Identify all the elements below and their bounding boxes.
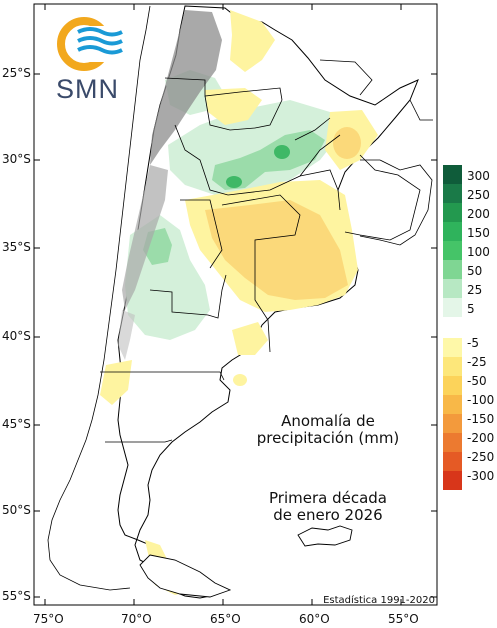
lon-label: 75°O — [33, 612, 64, 626]
annotation-title-line1: Anomalía de — [281, 412, 375, 430]
annotation-title-line2: precipitación (mm) — [256, 429, 400, 447]
legend-swatch — [443, 260, 462, 279]
legend-swatch — [443, 433, 462, 452]
logo-text: SMN — [56, 74, 119, 104]
tierra-del-fuego — [139, 554, 232, 598]
lon-label: 55°O — [388, 612, 419, 626]
statistics-footer: Estadística 1991-2020 — [323, 595, 435, 606]
legend-swatch — [443, 452, 462, 471]
legend-label: 5 — [467, 302, 475, 316]
logo-wave-3 — [77, 45, 123, 55]
annotation-period-line2: de enero 2026 — [273, 506, 383, 524]
dry-region-pampas-mid — [205, 200, 348, 300]
lon-ticks — [44, 4, 402, 605]
legend-swatch — [443, 279, 462, 298]
legend-swatch — [443, 298, 462, 317]
dry-region-northeast — [230, 10, 275, 72]
wet-core-1 — [226, 176, 242, 188]
province-borders — [100, 77, 421, 443]
legend-swatch — [443, 184, 462, 203]
lon-label: 70°O — [121, 612, 152, 626]
legend-label: -250 — [467, 450, 495, 464]
dry-region-patagonia-2 — [100, 360, 132, 405]
dry-anomaly-areas — [100, 10, 378, 595]
lat-label: 25°S — [2, 66, 31, 80]
legend-swatch — [443, 395, 462, 414]
annotation-title: Anomalía de precipitación (mm) — [248, 413, 408, 447]
legend-swatch — [443, 203, 462, 222]
legend-label: 250 — [467, 188, 490, 202]
legend-label: -200 — [467, 431, 495, 445]
legend-label: -25 — [467, 355, 487, 369]
dry-region-patagonia — [232, 322, 268, 355]
legend-swatch — [443, 357, 462, 376]
malvinas — [297, 525, 353, 547]
legend-swatch — [443, 241, 462, 260]
lat-label: 30°S — [2, 152, 31, 166]
smn-logo — [57, 17, 123, 71]
legend-label: -300 — [467, 469, 495, 483]
lon-label: 65°O — [210, 612, 241, 626]
dry-region-coast — [233, 374, 247, 386]
lat-label: 50°S — [2, 503, 31, 517]
legend-label: 300 — [467, 169, 490, 183]
dry-core-northeast — [333, 127, 361, 159]
legend-swatch — [443, 414, 462, 433]
legend-swatch — [443, 338, 462, 357]
lat-label: 55°S — [2, 589, 31, 603]
legend-label: -150 — [467, 412, 495, 426]
legend-swatch — [443, 222, 462, 241]
legend-label: 200 — [467, 207, 490, 221]
logo-wave-2 — [77, 36, 123, 46]
annotation-period-line1: Primera década — [269, 489, 387, 507]
legend-label: 150 — [467, 226, 490, 240]
terrain-mid — [122, 165, 168, 310]
chile-outline — [47, 5, 151, 591]
lat-label: 40°S — [2, 329, 31, 343]
wet-core-2 — [274, 145, 290, 159]
legend-swatch — [443, 165, 462, 184]
lat-ticks — [34, 73, 437, 598]
lon-label: 60°O — [299, 612, 330, 626]
legend-label: 25 — [467, 283, 483, 297]
legend-swatch — [443, 471, 462, 490]
dry-region-northwest — [205, 88, 262, 125]
legend-label: 50 — [467, 264, 483, 278]
logo-wave-1 — [77, 27, 123, 37]
neighbour-borders — [319, 59, 433, 246]
legend-label: -50 — [467, 374, 487, 388]
annotation-period: Primera década de enero 2026 — [248, 490, 408, 524]
lat-label: 45°S — [2, 417, 31, 431]
legend-swatch — [443, 376, 462, 395]
terrain-south — [118, 310, 135, 360]
wet-region-center-mid — [212, 130, 325, 190]
wet-region-center — [168, 100, 340, 195]
legend-label: -100 — [467, 393, 495, 407]
legend-label: 100 — [467, 245, 490, 259]
terrain-north — [150, 10, 222, 165]
legend-label: -5 — [467, 336, 479, 350]
lat-label: 35°S — [2, 240, 31, 254]
andes-terrain — [118, 10, 222, 360]
